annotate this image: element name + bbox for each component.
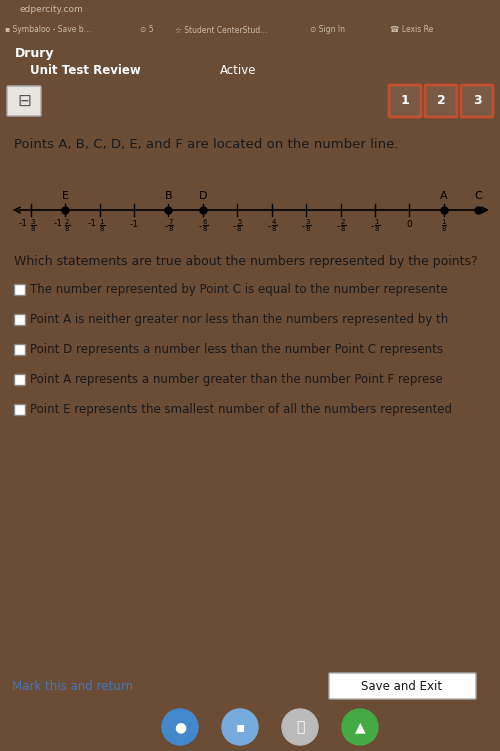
Text: Mark this and return: Mark this and return bbox=[12, 680, 133, 692]
Text: 3: 3 bbox=[30, 219, 35, 225]
Text: 8: 8 bbox=[442, 226, 446, 232]
Text: ☆ Student CenterStud...: ☆ Student CenterStud... bbox=[175, 26, 268, 35]
Circle shape bbox=[222, 709, 258, 745]
Bar bbox=[14, 344, 25, 355]
Text: 6: 6 bbox=[202, 219, 207, 225]
Text: 3: 3 bbox=[472, 95, 482, 107]
FancyBboxPatch shape bbox=[7, 86, 41, 116]
Text: 2: 2 bbox=[436, 95, 446, 107]
Text: Points A, B, C, D, E, and F are located on the number line.: Points A, B, C, D, E, and F are located … bbox=[14, 138, 398, 151]
FancyBboxPatch shape bbox=[389, 85, 421, 117]
Text: 1: 1 bbox=[374, 219, 379, 225]
Text: -1: -1 bbox=[88, 219, 96, 228]
Text: 2: 2 bbox=[340, 219, 344, 225]
Text: -: - bbox=[164, 222, 168, 231]
Text: 3: 3 bbox=[306, 219, 310, 225]
Bar bbox=[14, 314, 25, 325]
Text: edpercity.com: edpercity.com bbox=[20, 5, 84, 14]
FancyBboxPatch shape bbox=[461, 85, 493, 117]
Text: Which statements are true about the numbers represented by the points?: Which statements are true about the numb… bbox=[14, 255, 477, 268]
Text: E: E bbox=[62, 191, 68, 201]
Text: 0: 0 bbox=[406, 220, 412, 229]
Text: -: - bbox=[336, 222, 340, 231]
Text: 8: 8 bbox=[100, 226, 104, 232]
Text: ▪ Symbaloo - Save b...: ▪ Symbaloo - Save b... bbox=[5, 26, 91, 35]
Text: -: - bbox=[370, 222, 374, 231]
Text: -1: -1 bbox=[130, 220, 138, 229]
Bar bbox=[14, 374, 25, 385]
Text: 8: 8 bbox=[374, 226, 379, 232]
Text: Point A represents a number greater than the number Point F represe: Point A represents a number greater than… bbox=[30, 372, 443, 385]
Text: 8: 8 bbox=[272, 226, 276, 232]
Text: 8: 8 bbox=[65, 226, 70, 232]
Text: Drury: Drury bbox=[15, 47, 54, 59]
Text: ⊙ Sign In: ⊙ Sign In bbox=[310, 26, 345, 35]
Text: 1: 1 bbox=[100, 219, 104, 225]
Text: -: - bbox=[268, 222, 270, 231]
Text: ●: ● bbox=[174, 720, 186, 734]
Text: 1: 1 bbox=[442, 219, 446, 225]
Text: -: - bbox=[233, 222, 236, 231]
Text: Active: Active bbox=[220, 65, 256, 77]
Text: ⊙ 5: ⊙ 5 bbox=[140, 26, 153, 35]
Text: D: D bbox=[198, 191, 207, 201]
Text: B: B bbox=[164, 191, 172, 201]
Text: Save and Exit: Save and Exit bbox=[362, 680, 442, 692]
FancyBboxPatch shape bbox=[425, 85, 457, 117]
Text: 8: 8 bbox=[168, 226, 172, 232]
Text: -: - bbox=[302, 222, 305, 231]
Text: 8: 8 bbox=[30, 226, 35, 232]
Bar bbox=[14, 284, 25, 295]
Text: C: C bbox=[474, 191, 482, 201]
Bar bbox=[14, 404, 25, 415]
Text: -1: -1 bbox=[18, 219, 28, 228]
Text: 1: 1 bbox=[400, 95, 409, 107]
Text: Unit Test Review: Unit Test Review bbox=[30, 65, 141, 77]
Circle shape bbox=[282, 709, 318, 745]
Text: 8: 8 bbox=[340, 226, 345, 232]
Text: 4: 4 bbox=[272, 219, 276, 225]
Text: ☎ Lexis Re: ☎ Lexis Re bbox=[390, 26, 433, 35]
Text: 8: 8 bbox=[202, 226, 207, 232]
Text: 7: 7 bbox=[168, 219, 172, 225]
Circle shape bbox=[162, 709, 198, 745]
Text: ⊟: ⊟ bbox=[17, 92, 31, 110]
Text: 8: 8 bbox=[306, 226, 310, 232]
Text: A: A bbox=[440, 191, 448, 201]
Text: ▲: ▲ bbox=[354, 720, 366, 734]
Text: Point E represents the smallest number of all the numbers represented: Point E represents the smallest number o… bbox=[30, 403, 452, 415]
Text: Point A is neither greater nor less than the numbers represented by th: Point A is neither greater nor less than… bbox=[30, 312, 448, 325]
Text: 5: 5 bbox=[237, 219, 242, 225]
Text: 📷: 📷 bbox=[296, 720, 304, 734]
Text: -1: -1 bbox=[53, 219, 62, 228]
Text: ▪: ▪ bbox=[236, 720, 244, 734]
Text: 8: 8 bbox=[237, 226, 242, 232]
Text: Point D represents a number less than the number Point C represents: Point D represents a number less than th… bbox=[30, 342, 443, 355]
Circle shape bbox=[342, 709, 378, 745]
Text: 2: 2 bbox=[65, 219, 70, 225]
Text: The number represented by Point C is equal to the number represente: The number represented by Point C is equ… bbox=[30, 282, 448, 295]
Text: -: - bbox=[198, 222, 202, 231]
FancyBboxPatch shape bbox=[329, 673, 476, 699]
